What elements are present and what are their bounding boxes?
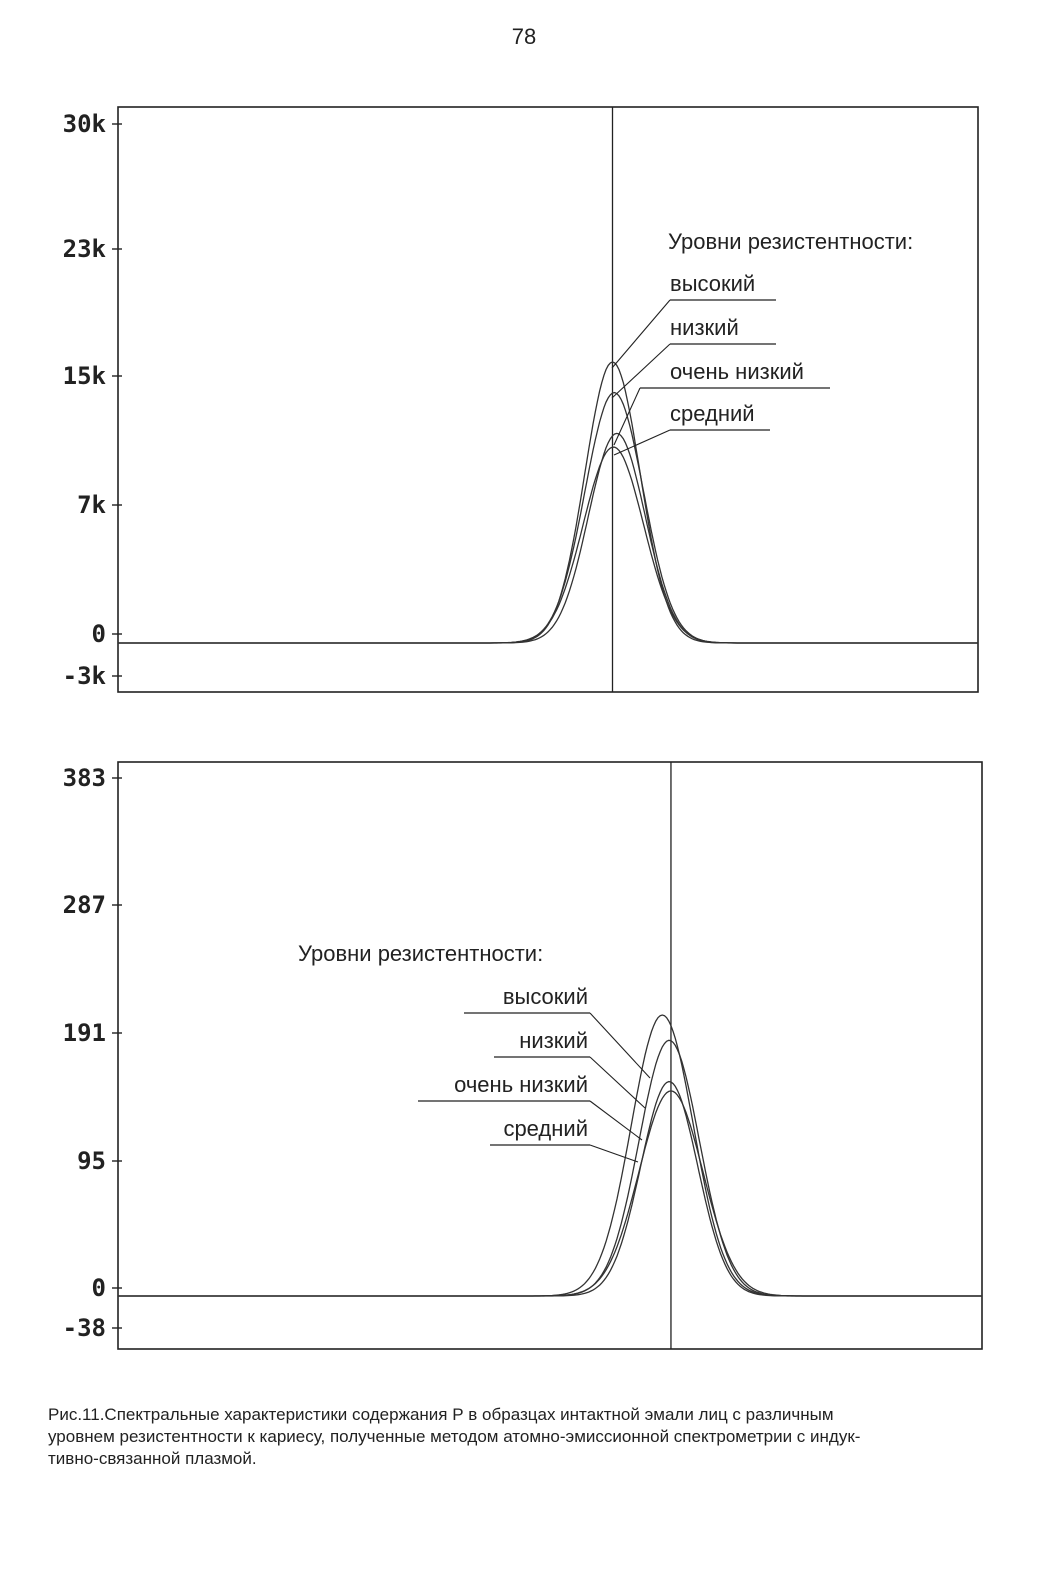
chart1-legend-leader [611, 299, 671, 369]
chart1-ytick-label: 7k [77, 491, 106, 519]
chart2-series-line-4 [118, 1090, 982, 1297]
figure-caption: Рис.11.Спектральные характеристики содер… [48, 1404, 1008, 1470]
chart2-legend-entry: средний [503, 1116, 588, 1141]
chart1-series-line-4 [118, 446, 978, 644]
chart2-ytick-label: 191 [63, 1019, 106, 1047]
chart1-legend-leader [613, 429, 671, 456]
chart2-legend-entry: очень низкий [454, 1072, 588, 1097]
chart1-legend-entry: высокий [670, 271, 755, 296]
chart2-legend-entry: высокий [503, 984, 588, 1009]
chart2-legend-leader [589, 1056, 646, 1109]
page-number: 78 [511, 24, 537, 49]
chart1-series-line-1 [118, 361, 978, 644]
chart2-ytick-label: 0 [92, 1274, 106, 1302]
chart1-ytick-label: 15k [63, 362, 107, 390]
chart2-legend-leader [589, 1100, 643, 1141]
chart1-series-line-2 [118, 391, 978, 644]
chart2-legend-entry: низкий [519, 1028, 588, 1053]
caption-line-3: тивно-связанной плазмой. [48, 1449, 257, 1468]
chart2-ytick-label: 95 [77, 1147, 106, 1175]
chart2-legend-leader [589, 1144, 639, 1163]
chart1-legend-entry: средний [670, 401, 755, 426]
caption-line-2: уровнем резистентности к кариесу, получе… [48, 1427, 861, 1446]
chart1-legend-entry: очень низкий [670, 359, 804, 384]
chart1-ytick-label: -3k [63, 662, 107, 690]
chart2-series-line-3 [118, 1080, 982, 1297]
chart1-ytick-label: 30k [63, 110, 107, 138]
chart1-legend-leader [611, 343, 671, 399]
chart2-ytick-label: 287 [63, 891, 106, 919]
chart1-legend-title: Уровни резистентности: [668, 229, 913, 254]
chart2-legend-title: Уровни резистентности: [298, 941, 543, 966]
chart1-plot-frame [117, 106, 979, 693]
chart1-legend-entry: низкий [670, 315, 739, 340]
chart2-ytick-label: 383 [63, 764, 106, 792]
charts-canvas: 30k 23k 15k 7k 0 -3k Уровни резистентности: выс… [63, 106, 983, 1350]
chart2-plot-frame [117, 761, 983, 1350]
chart2-legend-leader [589, 1012, 651, 1079]
chart1-ytick-label: 23k [63, 235, 107, 263]
chart1-series-line-3 [118, 432, 978, 644]
chart1-ytick-label: 0 [92, 620, 106, 648]
chart2-ytick-label: -38 [63, 1314, 106, 1342]
chart1-legend-leader [613, 387, 641, 446]
caption-line-1: Рис.11.Спектральные характеристики содер… [48, 1405, 834, 1424]
